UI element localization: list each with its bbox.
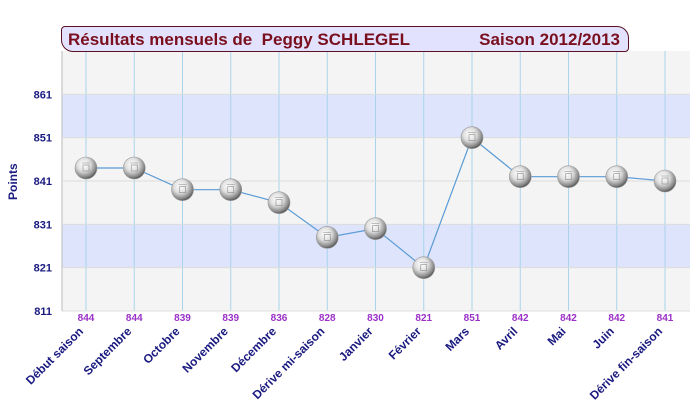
x-tick-label: Novembre [179, 324, 231, 376]
value-label: 844 [78, 313, 95, 324]
value-labels: 844 844 839 839 836 828 830 821 851 842 842 842 841 [78, 313, 674, 324]
y-tick-label: 861 [34, 89, 52, 101]
x-tick-label: Début saison [23, 324, 86, 387]
value-label: 830 [367, 313, 384, 324]
marker-emblem [82, 164, 90, 172]
value-label: 841 [657, 313, 674, 324]
y-tick-label: 831 [34, 219, 52, 231]
x-tick-label: Décembre [228, 324, 279, 375]
data-points [74, 126, 677, 279]
marker-sphere [605, 165, 629, 188]
x-tick-label: Avril [492, 324, 520, 352]
data-point [653, 169, 677, 193]
y-tick-label: 811 [34, 306, 52, 318]
data-point [460, 126, 484, 149]
data-point [315, 226, 339, 249]
value-label: 839 [222, 313, 239, 324]
marker-emblem [372, 225, 379, 232]
value-label: 836 [271, 313, 288, 324]
x-tick-label: Juin [590, 324, 617, 351]
marker-emblem [468, 134, 476, 141]
marker-sphere [557, 165, 580, 188]
marker-emblem [420, 264, 428, 271]
x-tick-label: Septembre [81, 324, 135, 378]
x-tick-label: Janvier [336, 324, 376, 364]
value-label: 842 [512, 313, 529, 324]
x-tick-label: Mai [545, 324, 569, 348]
season-label: Saison 2012/2013 [479, 30, 620, 49]
marker-emblem [613, 173, 621, 180]
chart-title: Résultats mensuels de Peggy SCHLEGEL [68, 30, 410, 49]
value-label: 828 [319, 313, 336, 324]
marker-sphere [122, 156, 146, 180]
marker-emblem [275, 199, 283, 206]
data-point [605, 165, 629, 188]
marker-sphere [364, 217, 387, 240]
y-tick-label: 841 [34, 176, 52, 188]
x-tick-label: Février [386, 324, 424, 362]
marker-emblem [661, 177, 669, 185]
data-point [74, 156, 98, 180]
marker-emblem [130, 164, 138, 172]
data-point [364, 217, 387, 240]
data-point [508, 165, 532, 188]
data-point [557, 165, 580, 188]
marker-sphere [315, 226, 339, 249]
x-tick-label: Octobre [140, 324, 183, 367]
marker-sphere [267, 191, 291, 214]
marker-sphere [508, 165, 532, 188]
marker-emblem [179, 186, 186, 193]
value-label: 851 [464, 313, 481, 324]
value-label: 842 [560, 313, 577, 324]
marker-emblem [565, 173, 572, 180]
value-label: 839 [174, 313, 191, 324]
x-tick-label: Mars [442, 324, 472, 354]
y-axis-label: Points [6, 163, 20, 200]
marker-sphere [74, 156, 98, 180]
chart-title-box: Résultats mensuels de Peggy SCHLEGEL Sai… [61, 26, 629, 52]
marker-sphere [653, 169, 677, 193]
marker-sphere [412, 256, 436, 279]
marker-emblem [227, 186, 235, 193]
data-point [171, 178, 194, 201]
data-point [219, 178, 243, 201]
marker-emblem [516, 173, 524, 180]
data-point [412, 256, 436, 279]
marker-sphere [219, 178, 243, 201]
data-point [122, 156, 146, 180]
value-label: 821 [415, 313, 432, 324]
marker-sphere [171, 178, 194, 201]
y-tick-label: 821 [34, 263, 52, 275]
value-label: 842 [608, 313, 625, 324]
data-point [267, 191, 291, 214]
y-tick-label: 851 [34, 133, 52, 145]
marker-sphere [460, 126, 484, 149]
marker-emblem [323, 234, 331, 241]
value-label: 844 [126, 313, 143, 324]
